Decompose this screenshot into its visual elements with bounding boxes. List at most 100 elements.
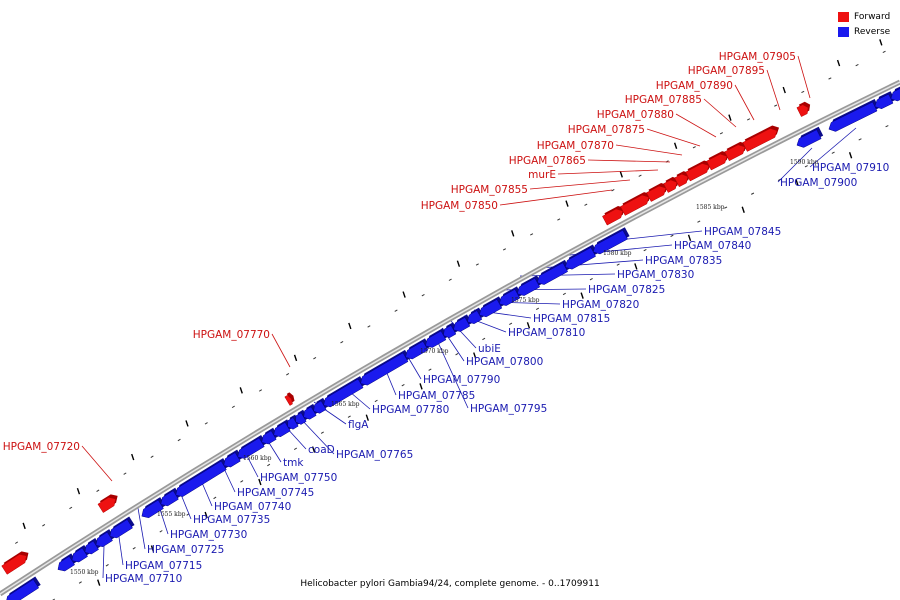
- scale-label: 1550 kbp: [70, 569, 99, 576]
- genome-caption: Helicobacter pylori Gambia94/24, complet…: [300, 579, 600, 589]
- gene-arrow-reverse-22: [443, 322, 458, 339]
- gene-label-flga: flgA: [348, 419, 369, 431]
- scale-tick: [150, 455, 154, 458]
- major-tick: [795, 179, 799, 186]
- gene-label-hpgam-07875: HPGAM_07875: [568, 124, 645, 136]
- gene-arrows: [1, 86, 900, 600]
- backbone-line: [0, 79, 900, 597]
- gene-label-hpgam-07735: HPGAM_07735: [193, 514, 270, 526]
- scale-tick: [751, 192, 755, 195]
- gene-arrow-forward-hpgam-07850: [602, 205, 625, 226]
- gene-label-hpgam-07740: HPGAM_07740: [214, 501, 291, 513]
- gene-arrow-forward-hpgam-07875: [685, 160, 711, 182]
- major-tick: [782, 86, 786, 94]
- major-tick: [22, 522, 26, 530]
- scale-tick: [746, 118, 751, 121]
- leader-line: [529, 179, 631, 190]
- major-tick: [511, 230, 515, 237]
- major-tick: [97, 579, 101, 586]
- scale-tick: [831, 151, 835, 154]
- leader-line: [299, 417, 335, 455]
- scale-tick: [258, 389, 263, 392]
- major-tick: [258, 478, 262, 486]
- gene-label-hpgam-07730: HPGAM_07730: [170, 529, 247, 541]
- gene-label-hpgam-07785: HPGAM_07785: [398, 390, 475, 402]
- leader-line: [809, 127, 857, 168]
- scale-tick: [105, 564, 109, 567]
- scale-tick: [774, 104, 778, 107]
- gene-label-hpgam-07885: HPGAM_07885: [625, 94, 702, 106]
- scale-tick: [231, 405, 235, 409]
- scale-tick: [804, 165, 808, 168]
- scale-tick: [78, 581, 82, 584]
- gene-label-hpgam-07795: HPGAM_07795: [470, 403, 547, 415]
- gene-label-mure: murE: [528, 169, 556, 181]
- scale-tick: [719, 132, 723, 135]
- scale-label: 1590 kbp: [790, 159, 819, 166]
- gene-arrow-forward-mure: [646, 183, 668, 202]
- major-tick: [879, 39, 883, 46]
- scale-tick: [367, 325, 371, 328]
- forward-swatch: [838, 11, 849, 22]
- legend-label-forward: Forward: [854, 11, 891, 22]
- leader-line: [271, 333, 291, 368]
- scale-tick: [313, 356, 317, 360]
- gene-label-hpgam-07765: HPGAM_07765: [336, 449, 413, 461]
- scale-tick: [448, 278, 452, 281]
- leader-line: [703, 98, 737, 128]
- gene-arrow-forward-hpgam-07855: [620, 192, 651, 216]
- scale-label: 1565 kbp: [331, 401, 360, 408]
- major-tick: [365, 414, 369, 421]
- scale-tick: [204, 422, 208, 425]
- leader-line: [449, 319, 477, 349]
- scale-label: 1570 kbp: [420, 348, 449, 355]
- scale-tick: [401, 384, 405, 387]
- gene-label-hpgam-07890: HPGAM_07890: [656, 80, 733, 92]
- gene-arrow-reverse-33: [874, 91, 896, 110]
- gene-arrow-forward-hpgam-07720: [97, 494, 118, 513]
- leader-line: [137, 507, 146, 550]
- major-tick: [419, 383, 423, 390]
- legend-item-reverse: Reverse: [838, 24, 890, 39]
- major-tick: [204, 511, 208, 519]
- major-tick: [848, 152, 853, 159]
- major-tick: [673, 142, 678, 149]
- scale-tick: [584, 203, 588, 206]
- major-tick: [348, 322, 352, 330]
- leader-line: [349, 391, 371, 410]
- scale-labels: 1550 kbp 1555 kbp 1560 kbp 1565 kbp 1570 kbp…: [70, 159, 819, 576]
- scale-tick: [858, 138, 862, 141]
- scale-tick: [670, 234, 674, 237]
- major-tick: [619, 171, 623, 178]
- scale-tick: [638, 174, 642, 177]
- legend-item-forward: Forward: [838, 9, 890, 24]
- gene-label-hpgam-07865: HPGAM_07865: [509, 155, 586, 167]
- scale-tick: [428, 368, 432, 371]
- gene-arrow-reverse-6: [109, 516, 135, 539]
- gene-label-hpgam-07905: HPGAM_07905: [719, 51, 796, 63]
- scale-tick: [320, 431, 324, 434]
- gene-label-hpgam-07800: HPGAM_07800: [466, 356, 543, 368]
- gene-label-hpgam-07820: HPGAM_07820: [562, 299, 639, 311]
- gene-label-hpgam-07825: HPGAM_07825: [588, 284, 665, 296]
- gene-arrow-reverse-14: [287, 414, 301, 430]
- major-tick: [526, 322, 531, 329]
- scale-tick: [589, 278, 593, 281]
- gene-label-hpgam-07815: HPGAM_07815: [533, 313, 610, 325]
- leader-line: [646, 128, 701, 147]
- leader-line: [102, 545, 105, 579]
- scale-label: 1580 kbp: [603, 250, 632, 257]
- gene-arrow-reverse-15: [295, 409, 309, 425]
- scale-tick: [374, 399, 378, 403]
- gene-arrow-forward-1: [1, 551, 29, 575]
- major-tick: [150, 545, 155, 552]
- legend: Forward Reverse: [838, 9, 890, 39]
- leader-line: [675, 113, 717, 138]
- gene-label-hpgam-07855: HPGAM_07855: [451, 184, 528, 196]
- legend-label-reverse: Reverse: [854, 26, 891, 37]
- scale-label: 1585 kbp: [696, 204, 725, 211]
- gene-arrow-reverse-34: [890, 86, 900, 102]
- gene-label-hpgam-07725: HPGAM_07725: [147, 544, 224, 556]
- genome-backbone: [0, 79, 900, 597]
